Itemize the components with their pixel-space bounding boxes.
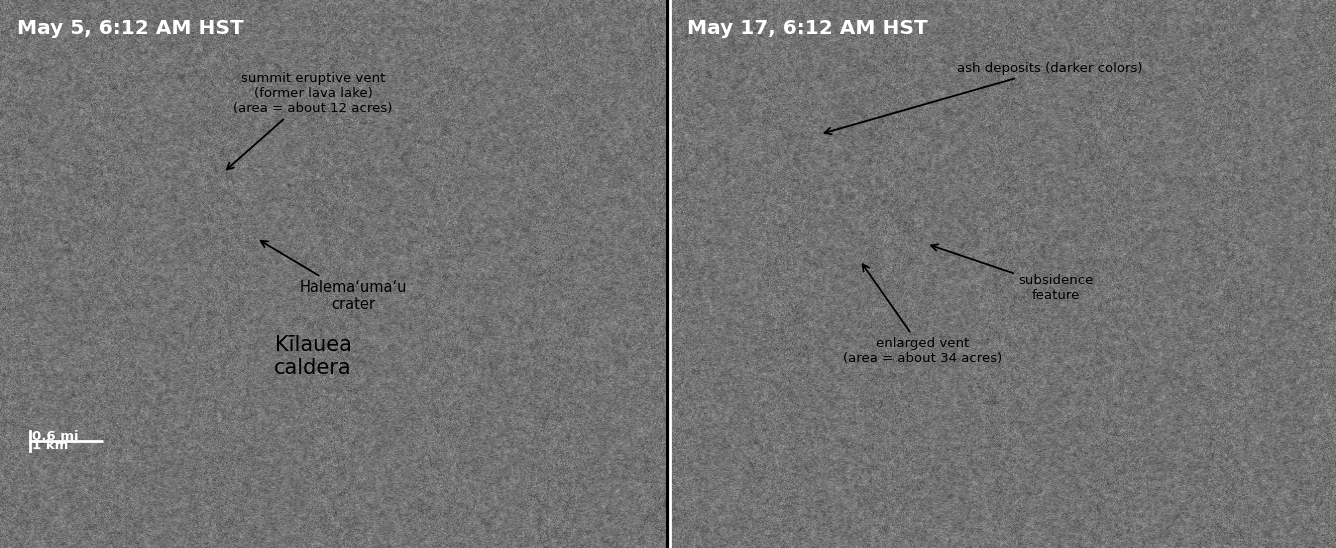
Text: summit eruptive vent
(former lava lake)
(area = about 12 acres): summit eruptive vent (former lava lake) … <box>227 72 393 169</box>
Text: 1 km: 1 km <box>32 439 68 452</box>
Text: enlarged vent
(area = about 34 acres): enlarged vent (area = about 34 acres) <box>843 264 1003 365</box>
Text: ash deposits (darker colors): ash deposits (darker colors) <box>824 62 1142 134</box>
Text: Kīlauea
caldera: Kīlauea caldera <box>274 335 351 378</box>
Text: May 5, 6:12 AM HST: May 5, 6:12 AM HST <box>16 19 243 38</box>
Text: 0.6 mi: 0.6 mi <box>32 430 79 443</box>
Text: subsidence
feature: subsidence feature <box>931 244 1094 302</box>
Text: May 17, 6:12 AM HST: May 17, 6:12 AM HST <box>687 19 927 38</box>
Text: Halemaʻumaʻu
crater: Halemaʻumaʻu crater <box>261 241 406 312</box>
